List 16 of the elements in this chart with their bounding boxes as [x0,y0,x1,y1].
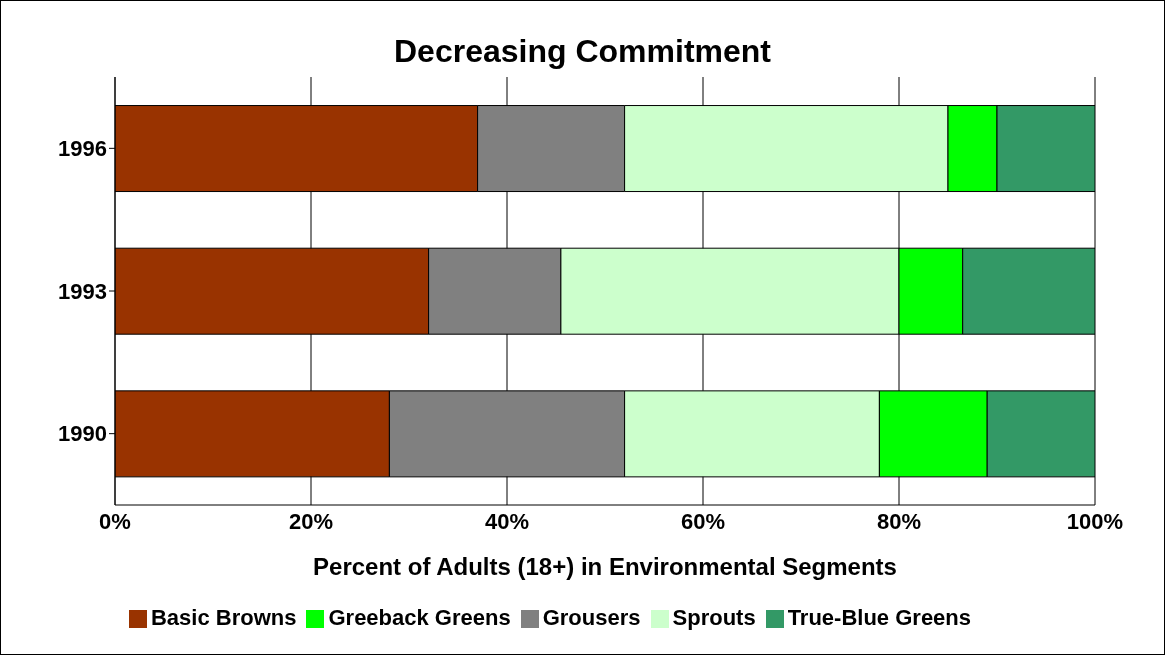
x-tick-label: 0% [99,508,131,534]
x-tick-label: 100% [1066,508,1124,534]
y-tick-label: 1990 [58,421,107,447]
legend-label: Basic Browns [150,605,297,630]
x-axis-title: Percent of Adults (18+) in Environmental Segments [313,553,897,580]
y-tick-label: 1993 [58,278,107,304]
x-tick-label: 20% [288,508,334,534]
x-tick-label: 80% [876,508,922,534]
legend-label: True-Blue Greens [787,605,972,630]
y-tick-label: 1996 [58,136,107,162]
legend-label: Greeback Greens [328,605,511,630]
x-tick-label: 40% [484,508,530,534]
x-tick-label: 60% [680,508,726,534]
legend-label: Grousers [542,605,641,630]
chart-title: Decreasing Commitment [393,33,772,70]
legend-label: Sprouts [672,605,756,630]
